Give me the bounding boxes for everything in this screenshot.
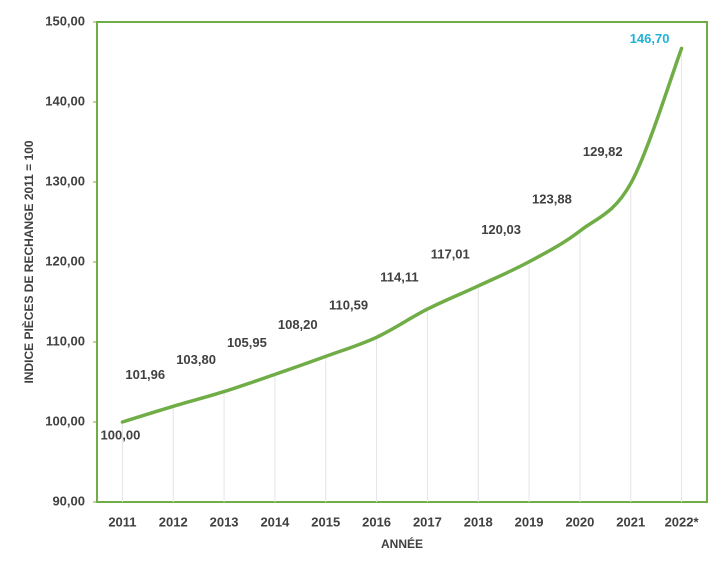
y-tick-label: 100,00	[45, 413, 85, 428]
y-tick-label: 150,00	[45, 13, 85, 28]
x-tick-label: 2018	[464, 514, 493, 529]
y-tick-label: 130,00	[45, 173, 85, 188]
x-tick-label: 2012	[159, 514, 188, 529]
x-tick-label: 2014	[260, 514, 290, 529]
x-tick-label: 2013	[210, 514, 239, 529]
data-label: 103,80	[176, 352, 216, 367]
x-tick-label: 2017	[413, 514, 442, 529]
data-label: 117,01	[431, 246, 470, 261]
data-label: 146,70	[630, 31, 670, 46]
x-tick-label: 2011	[108, 514, 136, 529]
data-label: 120,03	[481, 222, 521, 237]
data-label: 100,00	[101, 427, 141, 442]
y-tick-label: 110,00	[46, 333, 85, 348]
x-tick-label: 2020	[565, 514, 594, 529]
x-tick-label: 2019	[515, 514, 544, 529]
data-label: 101,96	[125, 367, 165, 382]
data-label: 123,88	[532, 191, 572, 206]
data-label: 110,59	[329, 298, 368, 313]
y-tick-label: 140,00	[45, 93, 85, 108]
line-series	[120, 46, 684, 424]
x-tick-label: 2015	[311, 514, 340, 529]
x-tick-label: 2021	[616, 514, 645, 529]
x-tick-label: 2022*	[665, 514, 700, 529]
data-label: 108,20	[278, 317, 318, 332]
plot-area	[96, 21, 708, 503]
y-axis-title: INDICE PIÈCES DE RECHANGE 2011 = 100	[21, 140, 36, 383]
data-label: 105,95	[227, 335, 267, 350]
data-label: 129,82	[583, 144, 623, 159]
data-label: 114,11	[380, 270, 418, 285]
x-axis-title: ANNÉE	[381, 536, 423, 551]
y-tick-label: 120,00	[45, 253, 85, 268]
y-tick-label: 90,00	[52, 493, 85, 508]
x-tick-label: 2016	[362, 514, 391, 529]
